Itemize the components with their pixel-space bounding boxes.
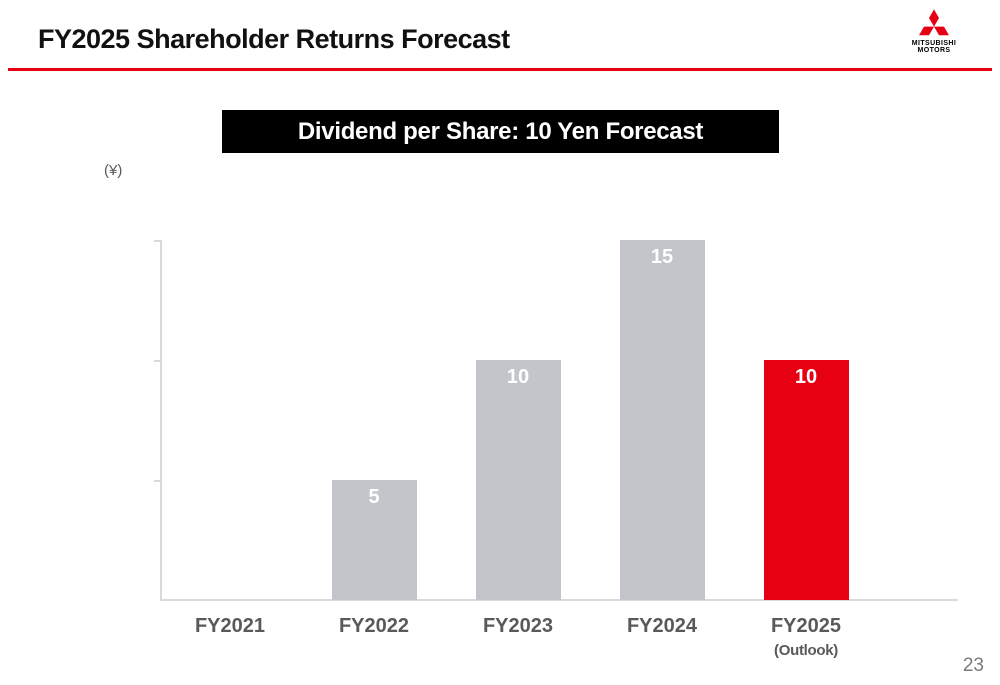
x-axis-label-fy2023: FY2023 — [448, 615, 588, 638]
x-axis-label-fy2022: FY2022 — [304, 615, 444, 638]
x-axis-label-fy2025: FY2025 (Outlook) — [736, 615, 876, 659]
x-axis-label-text: FY2025 — [770, 615, 842, 637]
chart-title-banner: Dividend per Share: 10 Yen Forecast — [222, 110, 779, 153]
x-axis-sublabel: (Outlook) — [774, 642, 838, 659]
logo-line1: MITSUBISHI — [911, 40, 957, 47]
x-axis-label-fy2024: FY2024 — [592, 615, 732, 638]
bar-value-label-fy2025: 10 — [794, 366, 818, 388]
bar-value-label-fy2023: 10 — [506, 366, 530, 388]
bar-fy2025: 10 — [763, 360, 849, 600]
y-axis-tick — [154, 480, 160, 482]
mitsubishi-logo: MITSUBISHI MOTORS — [908, 8, 960, 54]
x-axis-label-text: FY2022 — [338, 615, 410, 637]
logo-line2: MOTORS — [917, 47, 951, 54]
logo-text: MITSUBISHI MOTORS — [908, 40, 960, 54]
x-axis-line — [160, 599, 958, 601]
chart-title-text: Dividend per Share: 10 Yen Forecast — [297, 117, 704, 145]
axis-unit-label: (¥) — [104, 162, 123, 179]
title-divider — [8, 68, 992, 71]
bar-value-label-fy2024: 15 — [650, 246, 674, 268]
y-axis-tick — [154, 240, 160, 242]
y-axis-line — [160, 240, 162, 601]
x-axis-label-fy2021: FY2021 — [160, 615, 300, 638]
page-number: 23 — [962, 655, 984, 676]
bar-fy2023: 10 — [475, 360, 561, 600]
bar-fy2024: 15 — [619, 240, 705, 600]
x-axis-label-text: FY2021 — [194, 615, 266, 637]
y-axis-tick — [154, 360, 160, 362]
mitsubishi-diamonds-icon — [919, 9, 949, 36]
x-axis-label-text: FY2024 — [626, 615, 698, 637]
bar-value-label-fy2022: 5 — [368, 486, 380, 508]
page-title: FY2025 Shareholder Returns Forecast — [38, 24, 510, 54]
x-axis-label-text: FY2023 — [482, 615, 554, 637]
bar-fy2022: 5 — [331, 480, 417, 600]
